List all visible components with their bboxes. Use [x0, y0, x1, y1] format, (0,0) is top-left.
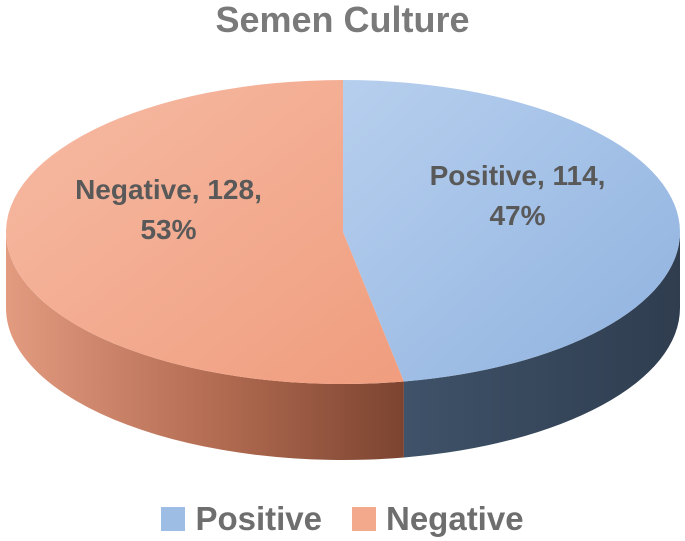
legend-label-negative: Negative — [386, 500, 524, 537]
data-label-negative: Negative, 128, 53% — [75, 174, 262, 245]
legend-swatch-positive — [161, 507, 186, 531]
legend-item-positive[interactable]: Positive — [161, 501, 322, 537]
pie-slice-positive[interactable] — [343, 80, 680, 382]
legend: Positive Negative — [0, 501, 685, 537]
legend-swatch-negative — [352, 507, 376, 531]
legend-label-positive: Positive — [195, 500, 322, 537]
pie-slice-negative[interactable] — [5, 80, 404, 385]
pie-side-negative — [6, 232, 404, 460]
chart-title: Semen Culture — [215, 0, 470, 40]
pie-side-positive — [403, 232, 680, 458]
pie-chart: Positive, 114, 47% Negative, 128, 53% — [5, 80, 680, 460]
data-label-positive: Positive, 114, 47% — [430, 160, 606, 231]
legend-item-negative[interactable]: Negative — [352, 501, 524, 537]
